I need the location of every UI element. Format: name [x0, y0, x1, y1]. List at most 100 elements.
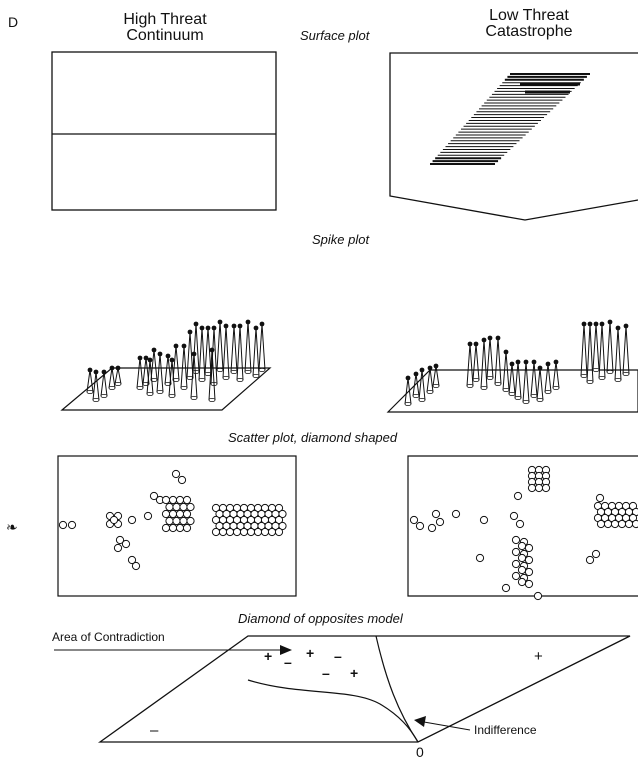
spike	[258, 323, 263, 371]
contradiction-sign: –	[334, 648, 342, 664]
spike-base	[92, 397, 100, 402]
spike-base	[426, 389, 434, 394]
spike-tip	[581, 321, 587, 327]
spike-tip	[115, 365, 121, 371]
spike-tip	[231, 323, 237, 329]
scatter-point	[168, 495, 178, 505]
scatter-point	[171, 469, 181, 479]
scatter-point	[179, 516, 188, 526]
spike	[589, 323, 594, 383]
spike	[255, 327, 260, 377]
scatter-point	[260, 527, 270, 537]
scatter-point	[182, 509, 192, 519]
spike-tip	[143, 355, 149, 361]
contradiction-sign: +	[350, 665, 359, 681]
scatter-point	[517, 553, 527, 563]
spike	[204, 327, 209, 375]
scatter-point	[415, 521, 425, 531]
scatter-point	[595, 493, 605, 503]
contradiction-boundary-curve	[247, 679, 419, 743]
spike	[622, 325, 627, 375]
spike	[469, 343, 474, 387]
spike-base	[198, 377, 206, 382]
spike	[198, 327, 203, 381]
spike	[195, 323, 200, 373]
spike	[168, 359, 173, 397]
spike	[552, 361, 557, 389]
scatter-point	[131, 561, 141, 571]
spike	[201, 327, 206, 381]
spike	[426, 367, 431, 393]
scatter-point	[186, 502, 195, 512]
spike-tip	[87, 367, 93, 373]
spike-base	[208, 397, 216, 402]
spike	[522, 361, 527, 403]
spike	[497, 337, 502, 385]
spike-base	[522, 399, 530, 404]
spike-tip	[413, 371, 419, 377]
spike-base	[252, 373, 260, 378]
spike	[92, 371, 97, 401]
spike-base	[466, 383, 474, 388]
scatter-point	[513, 491, 523, 501]
spike-tip	[433, 363, 439, 369]
area-of-contradiction-label: Area of Contradiction	[52, 630, 165, 644]
scatter-point	[175, 495, 185, 505]
spike	[111, 367, 116, 389]
scatter-point	[211, 527, 221, 537]
spike	[606, 321, 611, 373]
scatter-point	[524, 543, 534, 553]
zero-label: 0	[416, 744, 424, 760]
scatter-point	[479, 515, 489, 525]
spike	[609, 321, 614, 373]
spike	[511, 363, 516, 395]
scatter-point	[409, 515, 419, 525]
scatter-point	[596, 519, 606, 529]
spike-tip	[199, 325, 205, 331]
spike	[219, 321, 224, 371]
spike	[261, 323, 266, 371]
spike-tip	[211, 325, 217, 331]
scatter-point	[631, 519, 638, 529]
scatter-point	[511, 547, 521, 557]
scatter-point	[610, 519, 620, 529]
spike	[625, 325, 630, 375]
spike	[146, 359, 151, 395]
surface-plot-right	[389, 52, 638, 221]
spike	[108, 367, 113, 389]
spike	[159, 353, 164, 393]
spike-base	[86, 389, 94, 394]
scatter-point	[127, 515, 137, 525]
spike	[180, 345, 185, 389]
spike	[614, 327, 619, 381]
spike-base	[136, 385, 144, 390]
scatter-point	[524, 579, 534, 589]
scatter-point	[517, 541, 527, 551]
spike	[536, 367, 541, 401]
spike-base	[156, 389, 164, 394]
scatter-point	[67, 520, 77, 530]
spike	[139, 357, 144, 389]
spike-tip	[503, 349, 509, 355]
scatter-point	[533, 591, 543, 601]
spike-base	[168, 393, 176, 398]
scatter-point	[182, 495, 192, 505]
spike	[432, 365, 437, 387]
spike-tip	[623, 323, 629, 329]
spike-tip	[169, 357, 175, 363]
contradiction-arrow-head	[280, 645, 292, 655]
scatter-point	[109, 515, 119, 525]
scatter-point	[113, 543, 123, 553]
spike	[233, 325, 238, 373]
spike-base	[432, 383, 440, 388]
scatter-point	[115, 535, 125, 545]
surface-plot-right-frame	[389, 52, 638, 221]
spike	[230, 325, 235, 373]
spike	[186, 331, 191, 379]
spike-tip	[509, 361, 515, 367]
scatter-point	[274, 503, 284, 513]
indifference-arrow-line	[423, 721, 471, 731]
spike	[225, 325, 230, 379]
spike-base	[222, 375, 230, 380]
